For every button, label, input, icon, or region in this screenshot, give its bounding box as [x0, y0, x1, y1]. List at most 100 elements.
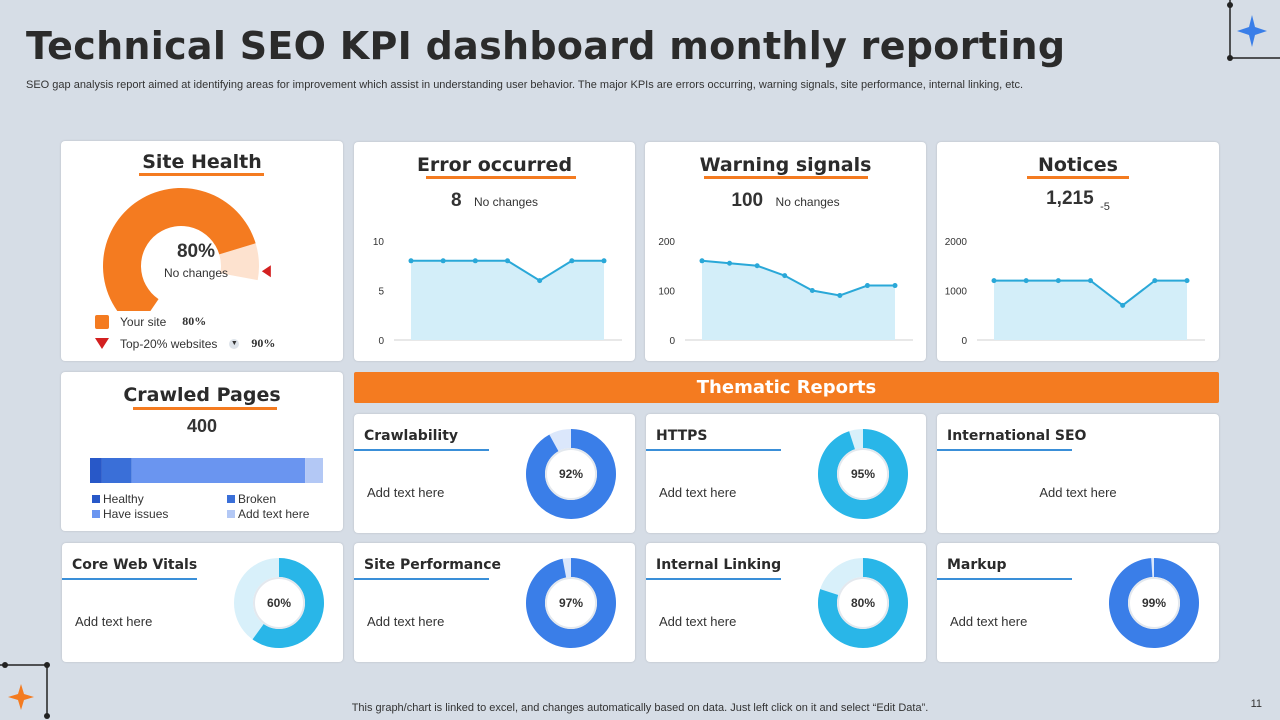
thematic-title: Internal Linking — [656, 557, 782, 573]
donut-value-slice — [526, 558, 616, 648]
page-title: Technical SEO KPI dashboard monthly repo… — [26, 24, 1066, 68]
donut-center — [545, 448, 597, 500]
data-point — [569, 258, 575, 264]
kpi-value-row: 1,215 -5 — [937, 188, 1219, 213]
thematic-title: Core Web Vitals — [72, 557, 198, 573]
data-point — [1184, 278, 1190, 284]
kpi-value: 100 — [731, 190, 764, 211]
donut-value-slice — [818, 429, 908, 519]
data-point — [727, 260, 733, 266]
thematic-title: International SEO — [947, 428, 1087, 444]
bar-segment-have-issues — [131, 458, 306, 483]
crawled-pages-card[interactable]: Crawled Pages 400 Healthy Broken Have is… — [61, 372, 343, 531]
square-icon — [92, 495, 100, 503]
kpi-card-errors[interactable]: Error occurred 8 No changes 0 5 10 — [354, 142, 635, 361]
donut-label: 92% — [559, 467, 583, 481]
y-tick-label: 5 — [378, 287, 384, 298]
donut-center — [545, 577, 597, 629]
data-point — [892, 283, 898, 289]
donut-label: 60% — [267, 596, 291, 610]
thematic-card-https[interactable]: HTTPS Add text here 95% — [646, 414, 926, 533]
data-point — [1023, 278, 1029, 284]
thematic-text: Add text here — [1039, 485, 1117, 500]
red-triangle-icon — [95, 338, 109, 349]
data-point — [601, 258, 607, 264]
donut-center — [253, 577, 305, 629]
orange-square-icon — [95, 314, 109, 329]
legend-label: Broken — [238, 492, 277, 506]
notices-chart[interactable]: 0 1000 2000 — [937, 227, 1219, 357]
donut-value-slice — [818, 558, 908, 648]
kpi-card-warnings[interactable]: Warning signals 100 No changes 0 100 200 — [645, 142, 926, 361]
bar-segment-broken — [101, 458, 132, 483]
thematic-card-markup[interactable]: Markup Add text here 99% — [937, 543, 1219, 662]
thematic-title: Site Performance — [364, 557, 502, 573]
y-tick-label: 2000 — [945, 237, 968, 248]
title-underline — [354, 449, 489, 451]
star-icon — [8, 684, 34, 710]
legend-label: Add text here — [238, 507, 310, 521]
thematic-reports-banner: Thematic Reports — [354, 372, 1219, 403]
thematic-card-crawlability[interactable]: Crawlability Add text here 92% — [354, 414, 635, 533]
donut-center — [837, 448, 889, 500]
thematic-text: Add text here — [367, 614, 445, 629]
bar-segment-healthy — [90, 458, 102, 483]
kpi-card-notices[interactable]: Notices 1,215 -5 0 1000 2000 — [937, 142, 1219, 361]
title-underline — [133, 407, 277, 410]
thematic-card-internal-linking[interactable]: Internal Linking Add text here 80% — [646, 543, 926, 662]
title-underline — [937, 449, 1072, 451]
footer-note: This graph/chart is linked to excel, and… — [351, 702, 929, 714]
thematic-card-core-web-vitals[interactable]: Core Web Vitals Add text here 60% — [62, 543, 343, 662]
y-tick-label: 1000 — [945, 287, 968, 298]
square-icon — [227, 495, 235, 503]
title-underline — [354, 578, 489, 580]
site-health-note: No changes — [163, 266, 229, 280]
donut-label: 80% — [851, 596, 875, 610]
kpi-value: 1,215 — [1046, 188, 1094, 209]
crawled-pages-bar[interactable] — [90, 458, 325, 483]
kpi-title: Warning signals — [699, 154, 872, 176]
thematic-title: HTTPS — [656, 428, 708, 444]
thematic-title: Crawlability — [364, 428, 459, 444]
data-point — [754, 263, 760, 269]
title-underline — [62, 578, 197, 580]
y-tick-label: 0 — [961, 336, 967, 347]
donut-center — [837, 577, 889, 629]
kpi-value-row: 8 No changes — [354, 190, 635, 212]
legend-value: 90% — [251, 336, 276, 350]
warnings-chart[interactable]: 0 100 200 — [645, 227, 926, 357]
thematic-text: Add text here — [367, 485, 445, 500]
data-point — [782, 273, 788, 279]
thematic-card-international-seo[interactable]: International SEO Add text here — [937, 414, 1219, 533]
title-underline — [139, 173, 264, 176]
title-underline — [704, 176, 868, 179]
markup-donut: 99% — [1109, 558, 1199, 648]
kpi-note: No changes — [473, 195, 539, 209]
title-underline — [1027, 176, 1129, 179]
chevron-down-icon[interactable]: ▼ — [229, 338, 240, 349]
thematic-text: Add text here — [950, 614, 1028, 629]
data-point — [809, 288, 815, 293]
data-point — [1152, 278, 1158, 284]
crawled-value: 400 — [186, 416, 218, 436]
data-point — [699, 258, 705, 264]
data-point — [837, 292, 843, 298]
thematic-title: Markup — [947, 557, 1007, 573]
thematic-text: Add text here — [75, 614, 153, 629]
site-health-card[interactable]: Site Health 80% No changes Your site 80%… — [61, 141, 343, 361]
site-health-title: Site Health — [142, 151, 262, 173]
thematic-card-site-performance[interactable]: Site Performance Add text here 97% — [354, 543, 635, 662]
data-point — [408, 258, 414, 264]
y-tick-label: 0 — [378, 336, 384, 347]
gauge-your-site-segment — [103, 188, 256, 311]
data-point — [1120, 302, 1126, 308]
donut-value-slice — [526, 429, 616, 519]
title-underline — [426, 176, 576, 179]
area-fill — [411, 260, 604, 340]
errors-chart[interactable]: 0 5 10 — [354, 227, 635, 357]
donut-value-slice — [252, 558, 324, 648]
internal-linking-donut: 80% — [818, 558, 908, 648]
legend-healthy: Healthy — [92, 492, 144, 506]
kpi-title: Error occurred — [416, 154, 573, 176]
data-point — [864, 283, 870, 289]
